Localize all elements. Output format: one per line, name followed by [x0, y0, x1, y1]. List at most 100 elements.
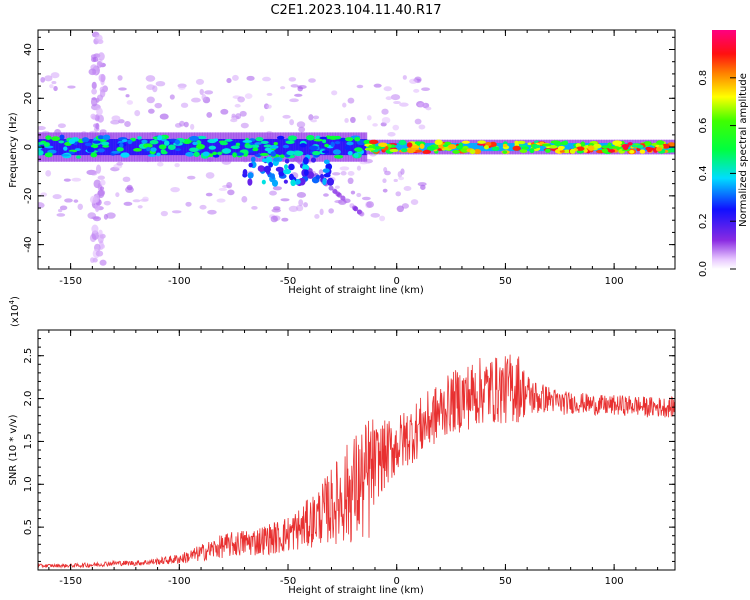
- spectrogram-blob: [250, 156, 256, 163]
- spectrogram-band-cell: [478, 143, 483, 152]
- spectrogram-speckle: [361, 196, 371, 201]
- spectrogram-speckle: [296, 121, 306, 128]
- spectrogram-blob: [270, 173, 275, 180]
- spectrogram-blob: [252, 147, 259, 152]
- spectrogram-speckle: [90, 97, 98, 107]
- spectrogram-blob: [354, 147, 363, 152]
- spectrogram-speckle: [106, 212, 116, 219]
- spectrogram-speckle: [169, 94, 175, 100]
- spectrogram-band-cell: [131, 139, 136, 156]
- spectrogram-blob: [473, 148, 482, 155]
- spectrogram-band-cell: [186, 139, 190, 156]
- spectrogram-blob: [321, 150, 329, 154]
- spectrogram-blob: [244, 144, 254, 149]
- spectrogram-blob: [149, 140, 159, 145]
- spectrogram-blob: [334, 135, 342, 140]
- spectrogram-ticks: -150 -100 -50 0 50 100 -40 -20 0 20 40: [23, 30, 675, 287]
- spectrogram-blob: [636, 144, 644, 149]
- spectrogram-blob: [284, 158, 290, 164]
- spectrogram-blob: [51, 136, 61, 142]
- spectrogram-blob: [111, 150, 121, 154]
- y-tick-label: 1.5: [23, 433, 34, 449]
- spectrogram-speckle: [353, 206, 359, 212]
- spectrogram-blob: [102, 144, 110, 148]
- spectrogram-blob: [84, 142, 92, 147]
- spectrogram-speckle: [52, 194, 62, 200]
- spectrogram-blob: [242, 168, 248, 176]
- spectrogram-blob: [489, 141, 497, 148]
- spectrogram-speckle: [170, 186, 180, 193]
- spectrogram-speckle: [73, 199, 79, 203]
- spectrogram-speckle: [318, 169, 324, 175]
- spectrogram-speckle: [185, 201, 192, 207]
- spectrogram-band-cell: [306, 139, 310, 156]
- spectrogram-speckle: [201, 93, 207, 101]
- spectrogram-speckle: [91, 88, 97, 95]
- spectrogram-band-cell: [128, 139, 133, 156]
- spectrogram-blob: [483, 145, 490, 150]
- spectrogram-band-cell: [400, 143, 404, 152]
- spectrogram-band-cell: [97, 139, 102, 156]
- spectrogram-blob: [212, 151, 218, 156]
- spectrogram-speckle: [244, 93, 253, 100]
- spectrogram-speckle: [347, 177, 354, 185]
- spectrogram-blob: [248, 162, 253, 168]
- spectrogram-speckle: [97, 233, 104, 244]
- spectrogram-speckle: [259, 115, 265, 123]
- spectrogram-speckle: [308, 114, 314, 121]
- spectrogram-speckle: [179, 120, 185, 127]
- spectrogram-blob: [557, 145, 564, 151]
- spectrogram-speckle: [92, 56, 99, 62]
- spectrogram-band-cell: [79, 139, 83, 156]
- spectrogram-band-cell: [71, 139, 76, 156]
- spectrogram-panel: -150 -100 -50 0 50 100 -40 -20 0 20 40 Height of s…: [8, 29, 676, 296]
- spectrogram-blob: [251, 144, 260, 149]
- spectrogram-blob: [247, 172, 254, 179]
- spectrogram-speckle: [269, 190, 277, 196]
- spectrogram-band-cell: [363, 139, 368, 156]
- spectrogram-speckle: [356, 192, 362, 198]
- spectrogram-band-cell: [564, 143, 569, 152]
- spectrogram-band-cell: [120, 139, 125, 156]
- snr-ticks: -150 -100 -50 0 50 100 0.5 1.0 1.5 2.0 2.5: [23, 330, 675, 587]
- spectrogram-blob: [246, 149, 255, 153]
- spectrogram-band-cell: [541, 143, 545, 152]
- spectrogram-blob: [339, 137, 347, 142]
- spectrogram-speckle: [195, 78, 205, 85]
- spectrogram-blob: [282, 144, 290, 149]
- spectrogram-blob: [415, 149, 423, 153]
- spectrogram-band-cell: [402, 143, 407, 152]
- spectrogram-blob: [63, 146, 68, 151]
- spectrogram-speckle: [336, 192, 342, 198]
- y-tick-label: 0.5: [23, 519, 34, 535]
- spectrogram-speckle: [379, 215, 386, 222]
- spectrogram-speckle: [115, 192, 120, 198]
- spectrogram-speckle: [366, 201, 374, 208]
- spectrogram-blob: [452, 149, 460, 154]
- spectrogram-band-cell: [123, 139, 128, 156]
- spectrogram-blob: [549, 145, 558, 149]
- spectrogram-band-cell: [81, 139, 86, 156]
- spectrogram-speckle: [178, 86, 186, 91]
- spectrogram-speckle: [125, 94, 130, 98]
- spectrogram-blob: [534, 144, 541, 149]
- spectrogram-band-cell: [84, 139, 89, 156]
- spectrogram-band-cell: [115, 139, 120, 156]
- spectrogram-speckle: [331, 172, 341, 176]
- spectrogram-speckle: [409, 78, 418, 84]
- spectrogram-blob: [146, 146, 151, 152]
- spectrogram-speckle: [122, 176, 131, 183]
- spectrogram-blob: [247, 178, 253, 186]
- spectrogram-speckle: [132, 199, 141, 203]
- spectrogram-band-cell: [259, 139, 263, 156]
- spectrogram-blob: [670, 148, 675, 153]
- spectrogram-speckle: [410, 199, 419, 205]
- spectrogram-blob: [268, 161, 274, 168]
- spectrogram-blob: [346, 141, 354, 146]
- snr-multiplier: (x104): [8, 296, 21, 327]
- spectrogram-blob: [196, 135, 207, 140]
- spectrogram-speckle: [385, 96, 393, 101]
- spectrogram-speckle: [148, 108, 155, 114]
- spectrogram-speckle: [205, 192, 213, 197]
- spectrogram-speckle: [157, 161, 164, 167]
